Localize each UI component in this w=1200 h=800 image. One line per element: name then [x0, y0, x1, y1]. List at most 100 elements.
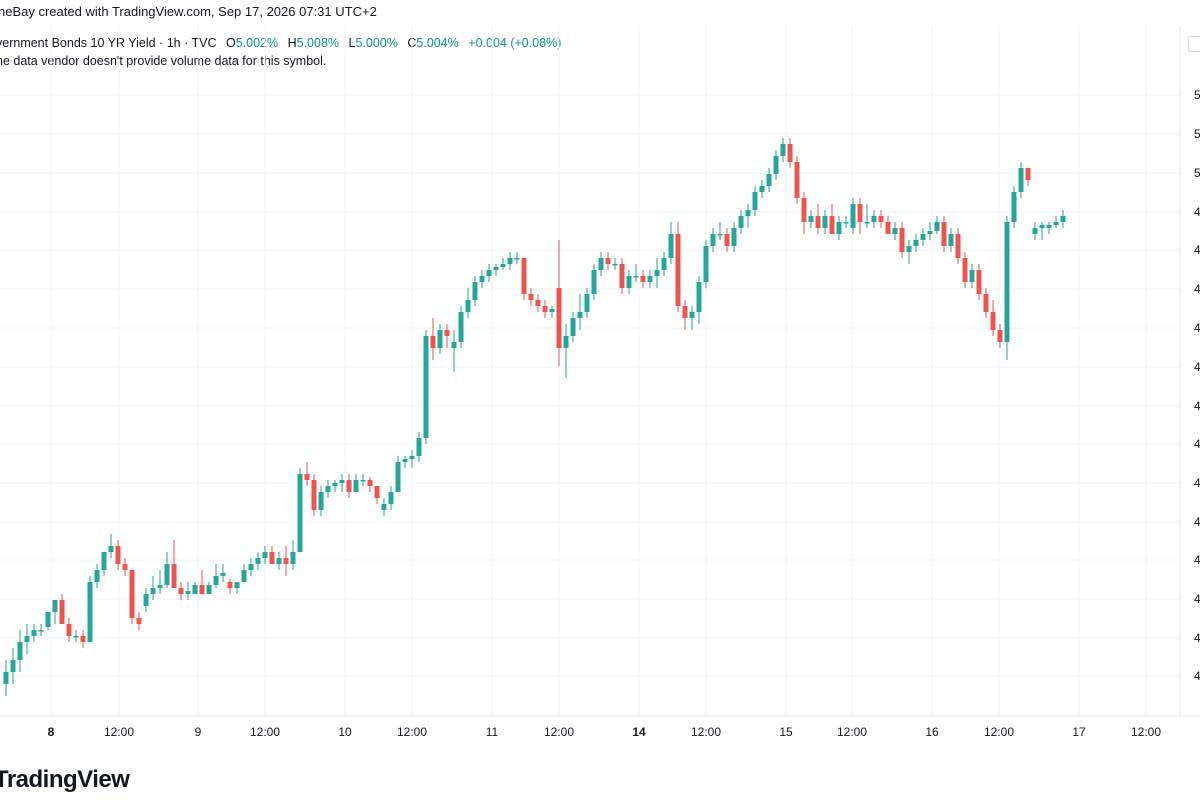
candle-body	[724, 234, 730, 246]
x-tick-label: 8	[48, 725, 55, 739]
candle-body	[941, 222, 947, 246]
candle-body	[584, 294, 590, 312]
candle-body	[752, 192, 758, 210]
candle-body	[220, 573, 226, 576]
candle-body	[192, 585, 198, 594]
symbol-name[interactable]: vernment Bonds 10 YR Yield · 1h · TVC	[0, 36, 217, 50]
y-tick-label: 5	[1194, 127, 1200, 141]
y-tick-label: 4	[1194, 476, 1200, 490]
x-tick-label: 12:00	[104, 725, 134, 739]
candle-body	[339, 480, 345, 483]
y-tick-label: 4	[1194, 360, 1200, 374]
candle-body	[451, 342, 457, 348]
candle-body	[164, 564, 170, 585]
candle-body	[710, 234, 716, 246]
candle-body	[1011, 192, 1017, 222]
candle-body	[332, 483, 338, 486]
y-tick-label: 4	[1194, 631, 1200, 645]
attribution-text: heBay created with TradingView.com, Sep …	[0, 4, 377, 19]
candle-body	[122, 564, 128, 570]
candle-body	[87, 582, 93, 642]
candle-body	[927, 231, 933, 234]
candle-body	[955, 234, 961, 258]
candle-body	[458, 312, 464, 342]
x-tick-label: 11	[486, 725, 499, 739]
x-tick-label: 12:00	[250, 725, 280, 739]
candle-body	[465, 300, 471, 312]
candle-body	[402, 459, 408, 462]
y-tick-label: 4	[1194, 553, 1200, 567]
candle-body	[227, 582, 233, 588]
candle-body	[612, 264, 618, 266]
candle-body	[486, 270, 492, 276]
x-tick-label: 9	[195, 725, 202, 739]
candle-body	[598, 258, 604, 270]
candle-body	[52, 600, 58, 612]
candle-body	[857, 204, 863, 222]
candle-body	[185, 591, 191, 594]
candle-body	[759, 186, 765, 192]
candle-body	[787, 144, 793, 162]
candle-body	[10, 660, 16, 672]
candle-body	[626, 276, 632, 288]
candle-body	[920, 234, 926, 240]
candle-body	[871, 216, 877, 222]
candle-body	[703, 246, 709, 282]
candle-body	[885, 222, 891, 234]
y-tick-label: 4	[1194, 321, 1200, 335]
candle-body	[157, 585, 163, 588]
price-axis-toggle[interactable]	[1188, 36, 1200, 52]
candle-body	[360, 480, 366, 482]
candle-body	[59, 600, 65, 624]
candle-body	[878, 216, 884, 222]
candle-body	[416, 438, 422, 456]
candle-body	[521, 258, 527, 294]
y-tick-label: 4	[1194, 515, 1200, 529]
candle-body	[66, 624, 72, 636]
candle-body	[976, 270, 982, 294]
x-tick-label: 12:00	[837, 725, 867, 739]
candle-body	[934, 222, 940, 231]
candle-body	[94, 570, 100, 582]
low-label: L	[348, 36, 356, 50]
x-tick-label: 12:00	[397, 725, 427, 739]
candle-body	[276, 558, 282, 564]
y-tick-label: 4	[1194, 205, 1200, 219]
candle-body	[1053, 222, 1059, 225]
candle-body	[682, 306, 688, 318]
candle-body	[948, 234, 954, 246]
candle-body	[654, 270, 660, 276]
candle-body	[178, 588, 184, 594]
candle-body	[409, 456, 415, 459]
open-value: 5.002%	[235, 36, 279, 50]
candle-body	[269, 552, 275, 564]
candle-body	[367, 480, 373, 486]
candle-body	[969, 270, 975, 282]
candle-body	[346, 480, 352, 492]
candle-body	[717, 234, 723, 236]
candle-body	[3, 672, 9, 684]
candle-body	[255, 558, 261, 564]
candle-body	[815, 216, 821, 228]
candle-body	[514, 258, 520, 260]
candle-body	[619, 264, 625, 288]
candle-body	[633, 276, 639, 278]
candle-body	[563, 336, 569, 348]
y-tick-label: 4	[1194, 399, 1200, 413]
candle-body	[381, 504, 387, 510]
candle-body	[1018, 168, 1024, 192]
candle-body	[899, 228, 905, 252]
x-tick-label: 12:00	[544, 725, 574, 739]
candle-body	[108, 546, 114, 552]
candle-body	[745, 210, 751, 216]
x-tick-label: 17	[1072, 725, 1086, 739]
y-tick-label: 4	[1194, 669, 1200, 683]
candle-body	[472, 282, 478, 300]
candle-body	[101, 552, 107, 570]
candle-body	[290, 552, 296, 564]
candle-body	[864, 222, 870, 224]
candle-body	[528, 294, 534, 300]
candle-body	[430, 336, 436, 348]
y-tick-label: 4	[1194, 437, 1200, 451]
